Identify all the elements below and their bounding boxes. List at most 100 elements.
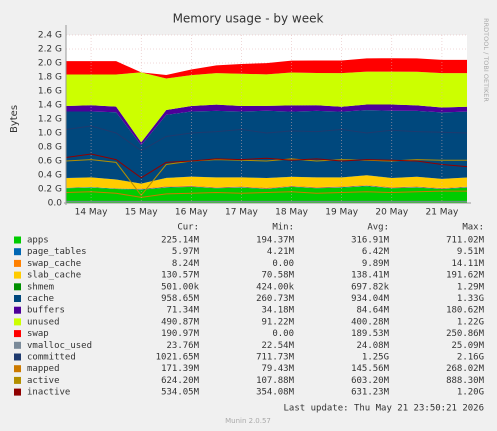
- legend-stat: 888.30M: [446, 376, 485, 386]
- legend-stat: 603.20M: [351, 376, 390, 386]
- y-tick-label: 0.4 G: [38, 171, 62, 181]
- area: [66, 185, 467, 190]
- legend-swatch: [14, 388, 21, 396]
- legend-stat: 14.11M: [451, 259, 484, 269]
- legend-stat: 5.97M: [172, 247, 200, 257]
- legend-stat: 180.62M: [446, 306, 485, 316]
- legend-stat: 138.41M: [351, 271, 390, 281]
- legend-stat: 711.02M: [446, 236, 485, 246]
- y-tick-label: 1.0 G: [38, 129, 62, 139]
- area: [66, 175, 467, 189]
- legend-header: Avg:: [367, 223, 389, 233]
- legend-label: cache: [27, 294, 54, 304]
- legend-stat: 958.65M: [161, 294, 200, 304]
- y-tick-label: 0.0: [48, 199, 63, 209]
- line: [65, 125, 468, 152]
- legend-stat: 70.58M: [261, 271, 294, 281]
- legend-stat: 1.33G: [457, 294, 484, 304]
- chart-title: Memory usage - by week: [173, 12, 324, 26]
- line: [65, 153, 468, 179]
- legend-stat: 191.62M: [446, 271, 485, 281]
- legend-swatch: [14, 248, 21, 256]
- legend-swatch: [14, 259, 21, 267]
- legend-stat: 424.00k: [256, 282, 295, 292]
- line: [65, 190, 467, 198]
- area: [66, 104, 467, 146]
- legend-swatch: [14, 318, 21, 326]
- legend-stat: 501.00k: [161, 282, 200, 292]
- legend-stat: 225.14M: [161, 236, 200, 246]
- legend-stat: 24.08M: [356, 341, 389, 351]
- legend-label: mapped: [27, 364, 60, 374]
- x-tick-label: 15 May: [125, 208, 159, 218]
- legend-swatch: [14, 271, 21, 279]
- y-tick-label: 0.6 G: [38, 157, 62, 167]
- legend-stat: 79.43M: [261, 364, 294, 374]
- legend-stat: 71.34M: [166, 306, 199, 316]
- y-tick-label: 0.2 G: [38, 185, 62, 195]
- legend-swatch: [14, 376, 21, 384]
- legend-stat: 268.02M: [446, 364, 485, 374]
- legend-stat: 8.24M: [172, 259, 200, 269]
- legend-swatch: [14, 330, 21, 338]
- legend-stat: 631.23M: [351, 388, 390, 398]
- legend-stat: 130.57M: [161, 271, 200, 281]
- y-tick-label: 1.8 G: [38, 73, 62, 83]
- legend: Cur: Min: Avg: Max: apps 225.14M 194.37M 316.91…: [14, 223, 485, 398]
- legend-stat: 22.54M: [261, 341, 294, 351]
- legend-stat: 490.87M: [161, 317, 200, 327]
- legend-stat: 1021.65M: [156, 353, 200, 363]
- x-tick-label: 17 May: [225, 208, 259, 218]
- x-tick-label: 16 May: [175, 208, 209, 218]
- legend-label: inactive: [27, 388, 70, 398]
- legend-stat: 190.97M: [161, 329, 200, 339]
- legend-stat: 0.00: [272, 259, 294, 269]
- legend-label: active: [27, 376, 60, 386]
- legend-label: slab_cache: [27, 271, 81, 281]
- legend-stat: 25.09M: [451, 341, 484, 351]
- x-tick-label: 21 May: [425, 208, 459, 218]
- legend-stat: 145.56M: [351, 364, 390, 374]
- side-text: RRDTOOL / TOBI OETIKER: [482, 18, 490, 102]
- legend-stat: 711.73M: [256, 353, 295, 363]
- legend-stat: 107.88M: [256, 376, 295, 386]
- legend-header: Cur:: [177, 223, 199, 233]
- legend-stat: 0.00: [272, 329, 294, 339]
- legend-header: Max:: [462, 223, 484, 233]
- legend-swatch: [14, 341, 21, 349]
- area: [66, 186, 467, 203]
- x-tick-label: 20 May: [375, 208, 409, 218]
- legend-label: swap_cache: [27, 259, 81, 269]
- legend-stat: 2.16G: [457, 353, 484, 363]
- legend-label: unused: [27, 317, 60, 327]
- y-tick-label: 2.0 G: [38, 59, 62, 69]
- legend-stat: 194.37M: [256, 236, 295, 246]
- y-tick-label: 2.2 G: [38, 45, 62, 55]
- legend-label: shmem: [27, 282, 54, 292]
- legend-stat: 189.53M: [351, 329, 390, 339]
- y-tick-label: 1.4 G: [38, 101, 62, 111]
- footer: Last update: Thu May 21 23:50:21 2026: [284, 404, 484, 414]
- plot: 0.0 0.2 G 0.4 G 0.6 G 0.8 G 1.0 G 1.2 G 1.4 G 1.…: [38, 25, 471, 218]
- legend-header: Min:: [272, 223, 294, 233]
- legend-stat: 1.22G: [457, 317, 484, 327]
- legend-stat: 400.28M: [351, 317, 390, 327]
- legend-stat: 1.20G: [457, 388, 484, 398]
- x-tick-label: 18 May: [275, 208, 309, 218]
- legend-label: page_tables: [27, 247, 87, 257]
- area: [66, 71, 467, 143]
- legend-stat: 23.76M: [166, 341, 199, 351]
- legend-stat: 6.42M: [362, 247, 390, 257]
- legend-stat: 697.82k: [351, 282, 390, 292]
- legend-stat: 250.86M: [446, 329, 485, 339]
- legend-swatch: [14, 283, 21, 291]
- legend-label: vmalloc_used: [27, 341, 92, 351]
- y-tick-label: 0.8 G: [38, 143, 62, 153]
- legend-stat: 260.73M: [256, 294, 295, 304]
- legend-label: buffers: [27, 306, 65, 316]
- legend-swatch: [14, 295, 21, 302]
- y-tick-label: 2.4 G: [38, 31, 62, 41]
- legend-stat: 624.20M: [161, 376, 200, 386]
- legend-stat: 9.51M: [457, 247, 485, 257]
- area: [66, 58, 467, 79]
